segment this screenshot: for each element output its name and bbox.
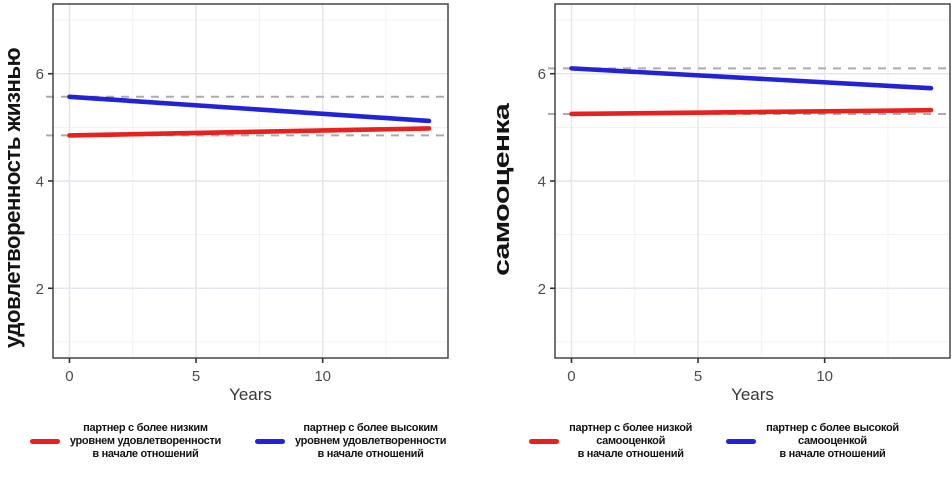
y-tick-label: 2 (36, 281, 44, 298)
x-axis-title: Years (731, 385, 774, 404)
blue-line-swatch (726, 438, 757, 444)
x-axis-title: Years (229, 385, 272, 404)
legend-label-line: партнер с более низкой (569, 422, 693, 434)
y-tick-label: 6 (538, 66, 546, 83)
legend-label-line: самооценкой (798, 434, 867, 447)
legend-label-red: партнер с более низкой самооценкой в нач… (569, 422, 692, 461)
figure-life-satisfaction: 2 4 6 0 5 10 Years удовлетворенность жизнью пар… (0, 3, 476, 461)
x-tick-label: 10 (816, 368, 833, 385)
legend-self-esteem: партнер с более низкой самооценкой в нач… (476, 422, 952, 461)
y-tick-label: 2 (538, 281, 546, 298)
legend-label-line: партнер с более высоким (303, 422, 438, 434)
series-line-lower-initial-selfesteem (569, 107, 934, 117)
legend-label-line: в начале отношений (317, 447, 424, 460)
life-satisfaction-chart: 2 4 6 0 5 10 Years удовлетворенность жизнью (0, 3, 449, 404)
legend-life-satisfaction: партнер с более низким уровнем удовлетво… (0, 422, 476, 461)
figure-self-esteem: 2 4 6 0 5 10 Years самооценка партнер с более н… (476, 0, 952, 504)
y-axis-title: удовлетворенность жизнью (0, 48, 25, 348)
series-line-lower-initial-satisfaction (67, 126, 432, 138)
legend-label-line: самооценкой (596, 434, 666, 447)
legend-item-red: партнер с более низкой самооценкой в нач… (529, 422, 692, 461)
legend-label-line: партнер с более высокой (766, 422, 899, 434)
series-line-higher-initial-satisfaction (67, 94, 432, 124)
x-tick-label: 0 (65, 368, 73, 385)
legend-label-red: партнер с более низким уровнем удовлетво… (70, 422, 221, 461)
legend-label-line: в начале отношений (779, 447, 886, 460)
legend-label-blue: партнер с более высоким уровнем удовлетв… (295, 422, 446, 461)
x-tick-label: 10 (314, 368, 331, 385)
red-line-swatch (29, 438, 60, 444)
y-tick-label: 4 (36, 174, 44, 191)
y-tick-label: 4 (538, 174, 546, 191)
x-tick-label: 5 (694, 368, 702, 385)
legend-label-line: в начале отношений (92, 447, 199, 460)
x-tick-label: 0 (567, 368, 575, 385)
x-tick-label: 5 (192, 368, 200, 385)
blue-line-swatch (255, 438, 285, 444)
y-axis-title: самооценка (489, 102, 514, 276)
self-esteem-chart: 2 4 6 0 5 10 Years самооценка (489, 3, 951, 404)
series-line-higher-initial-selfesteem (569, 66, 934, 91)
legend-item-blue: партнер с более высоким уровнем удовлетв… (255, 422, 446, 461)
legend-item-blue: партнер с более высокой самооценкой в на… (726, 422, 899, 461)
legend-label-line: партнер с более низким (83, 422, 208, 434)
legend-label-line: уровнем удовлетворенности (295, 434, 447, 447)
legend-label-blue: партнер с более высокой самооценкой в на… (766, 422, 899, 461)
red-line-swatch (529, 438, 560, 444)
legend-label-line: уровнем удовлетворенности (69, 434, 221, 447)
legend-item-red: партнер с более низким уровнем удовлетво… (29, 422, 221, 461)
y-tick-label: 6 (36, 66, 44, 83)
legend-label-line: в начале отношений (577, 447, 684, 460)
